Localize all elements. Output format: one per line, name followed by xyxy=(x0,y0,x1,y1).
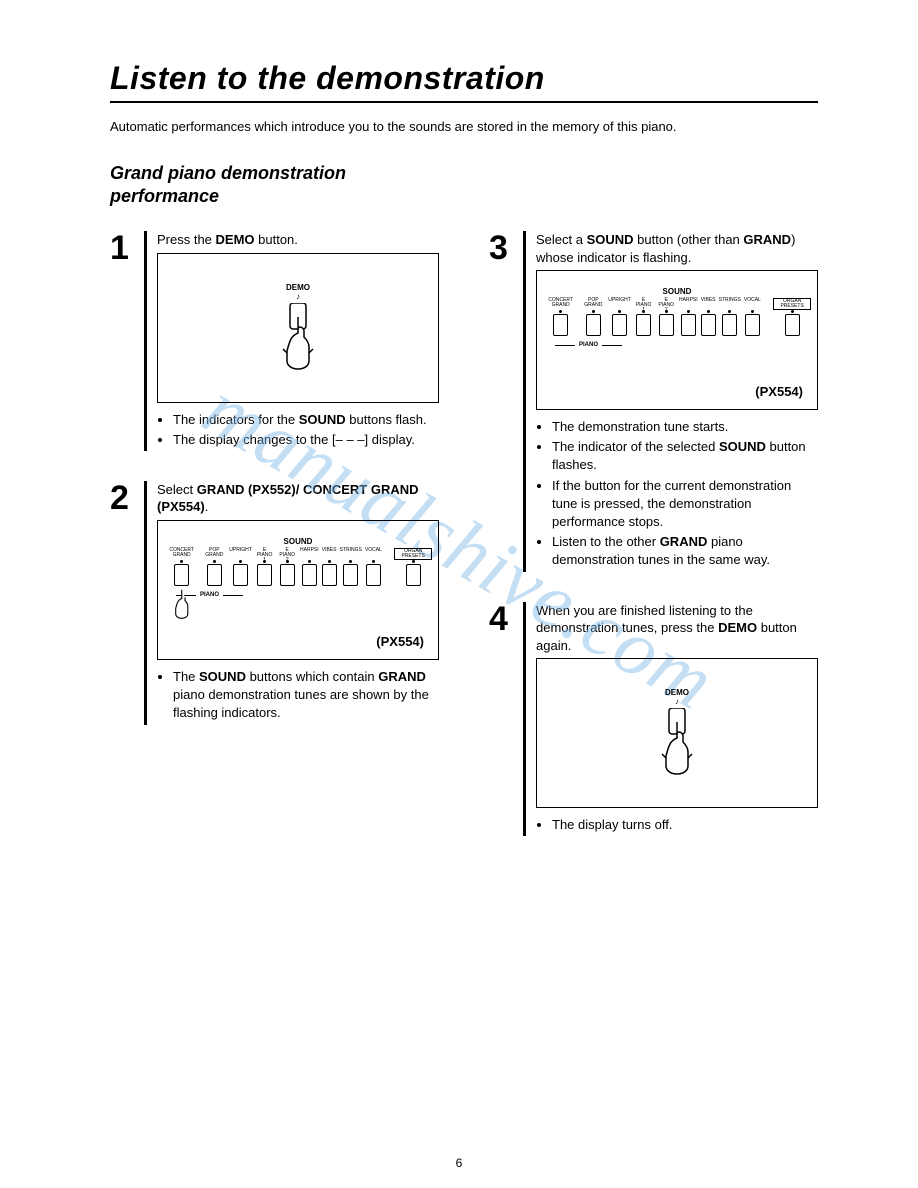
sound-button: POP GRAND xyxy=(581,298,605,336)
step-number: 4 xyxy=(489,602,513,837)
step-bar xyxy=(144,231,147,451)
sound-button: E PIANO 1 xyxy=(255,548,275,586)
intro-text: Automatic performances which introduce y… xyxy=(110,119,818,134)
step-3: 3 Select a SOUND button (other than GRAN… xyxy=(489,231,818,572)
sound-button: CONCERT GRAND xyxy=(164,548,199,586)
sound-button: E PIANO 1 xyxy=(634,298,654,336)
step-body: Select a SOUND button (other than GRAND)… xyxy=(536,231,818,572)
step-body: Select GRAND (PX552)/ CONCERT GRAND (PX5… xyxy=(157,481,439,725)
step-body: When you are finished listening to the d… xyxy=(536,602,818,837)
piano-bracket: PIANO xyxy=(176,592,432,598)
sound-button: HARPSI xyxy=(300,548,319,586)
sound-button: E PIANO 2 xyxy=(277,548,297,586)
step-bullets: The demonstration tune starts. The indic… xyxy=(536,418,818,570)
figure-sound-panel: SOUND CONCERT GRAND POP GRAND UPRIGHT E … xyxy=(536,270,818,410)
model-tag: (PX554) xyxy=(376,634,424,649)
organ-button: ORGAN PRESETS xyxy=(394,548,432,586)
step-bar xyxy=(523,231,526,572)
step-4: 4 When you are finished listening to the… xyxy=(489,602,818,837)
bullet-item: The display turns off. xyxy=(552,816,818,834)
step-number: 2 xyxy=(110,481,134,725)
page-title: Listen to the demonstration xyxy=(110,60,818,97)
organ-button: ORGAN PRESETS xyxy=(773,298,811,336)
columns-wrap: 1 Press the DEMO button. DEMO ♪ The indi xyxy=(110,231,818,866)
sound-button: UPRIGHT xyxy=(229,548,252,586)
finger-press-icon xyxy=(168,582,196,623)
step-instruction: Select GRAND (PX552)/ CONCERT GRAND (PX5… xyxy=(157,481,439,516)
sound-button: STRINGS xyxy=(719,298,741,336)
step-bar xyxy=(523,602,526,837)
step-number: 3 xyxy=(489,231,513,572)
demo-label: DEMO xyxy=(665,688,689,697)
sound-panel-label: SOUND xyxy=(164,537,432,546)
finger-press-icon xyxy=(273,303,323,373)
sound-button: VOCAL xyxy=(744,298,761,336)
bullet-item: If the button for the current demonstrat… xyxy=(552,477,818,532)
figure-sound-panel: SOUND CONCERT GRAND POP GRAND UPRIGHT E … xyxy=(157,520,439,660)
figure-demo-button: DEMO ♪ xyxy=(536,658,818,808)
bullet-item: The demonstration tune starts. xyxy=(552,418,818,436)
page-number: 6 xyxy=(456,1156,463,1170)
sound-button: E PIANO 2 xyxy=(656,298,676,336)
sound-panel-label: SOUND xyxy=(543,287,811,296)
step-1: 1 Press the DEMO button. DEMO ♪ The indi xyxy=(110,231,439,451)
figure-demo-button: DEMO ♪ xyxy=(157,253,439,403)
step-bar xyxy=(144,481,147,725)
sound-button: UPRIGHT xyxy=(608,298,631,336)
piano-bracket: PIANO xyxy=(555,342,811,348)
demo-label: DEMO xyxy=(286,283,310,292)
step-2: 2 Select GRAND (PX552)/ CONCERT GRAND (P… xyxy=(110,481,439,725)
sound-button: HARPSI xyxy=(679,298,698,336)
sound-button: VIBES xyxy=(701,298,716,336)
bullet-item: The indicators for the SOUND buttons fla… xyxy=(173,411,439,429)
step-instruction: Select a SOUND button (other than GRAND)… xyxy=(536,231,818,266)
sound-button: VIBES xyxy=(322,548,337,586)
step-instruction: When you are finished listening to the d… xyxy=(536,602,818,655)
section-heading: Grand piano demonstration performance xyxy=(110,162,818,207)
step-bullets: The SOUND buttons which contain GRAND pi… xyxy=(157,668,439,723)
step-body: Press the DEMO button. DEMO ♪ The indica… xyxy=(157,231,439,451)
title-rule xyxy=(110,101,818,103)
bullet-item: The display changes to the [– – –] displ… xyxy=(173,431,439,449)
step-bullets: The display turns off. xyxy=(536,816,818,834)
step-instruction: Press the DEMO button. xyxy=(157,231,439,249)
finger-press-icon xyxy=(652,708,702,778)
bullet-item: The indicator of the selected SOUND butt… xyxy=(552,438,818,474)
sound-button: STRINGS xyxy=(340,548,362,586)
sound-button-row: CONCERT GRAND POP GRAND UPRIGHT E PIANO … xyxy=(543,298,811,336)
section-heading-line1: Grand piano demonstration xyxy=(110,163,346,183)
right-column: 3 Select a SOUND button (other than GRAN… xyxy=(489,231,818,866)
bullet-item: The SOUND buttons which contain GRAND pi… xyxy=(173,668,439,723)
left-column: 1 Press the DEMO button. DEMO ♪ The indi xyxy=(110,231,439,866)
step-bullets: The indicators for the SOUND buttons fla… xyxy=(157,411,439,449)
bullet-item: Listen to the other GRAND piano demonstr… xyxy=(552,533,818,569)
sound-button: CONCERT GRAND xyxy=(543,298,578,336)
music-note-icon: ♪ xyxy=(296,292,300,301)
model-tag: (PX554) xyxy=(755,384,803,399)
music-note-icon: ♪ xyxy=(675,697,679,706)
sound-button-row: CONCERT GRAND POP GRAND UPRIGHT E PIANO … xyxy=(164,548,432,586)
step-number: 1 xyxy=(110,231,134,451)
sound-button: POP GRAND xyxy=(202,548,226,586)
sound-button: VOCAL xyxy=(365,548,382,586)
section-heading-line2: performance xyxy=(110,186,219,206)
